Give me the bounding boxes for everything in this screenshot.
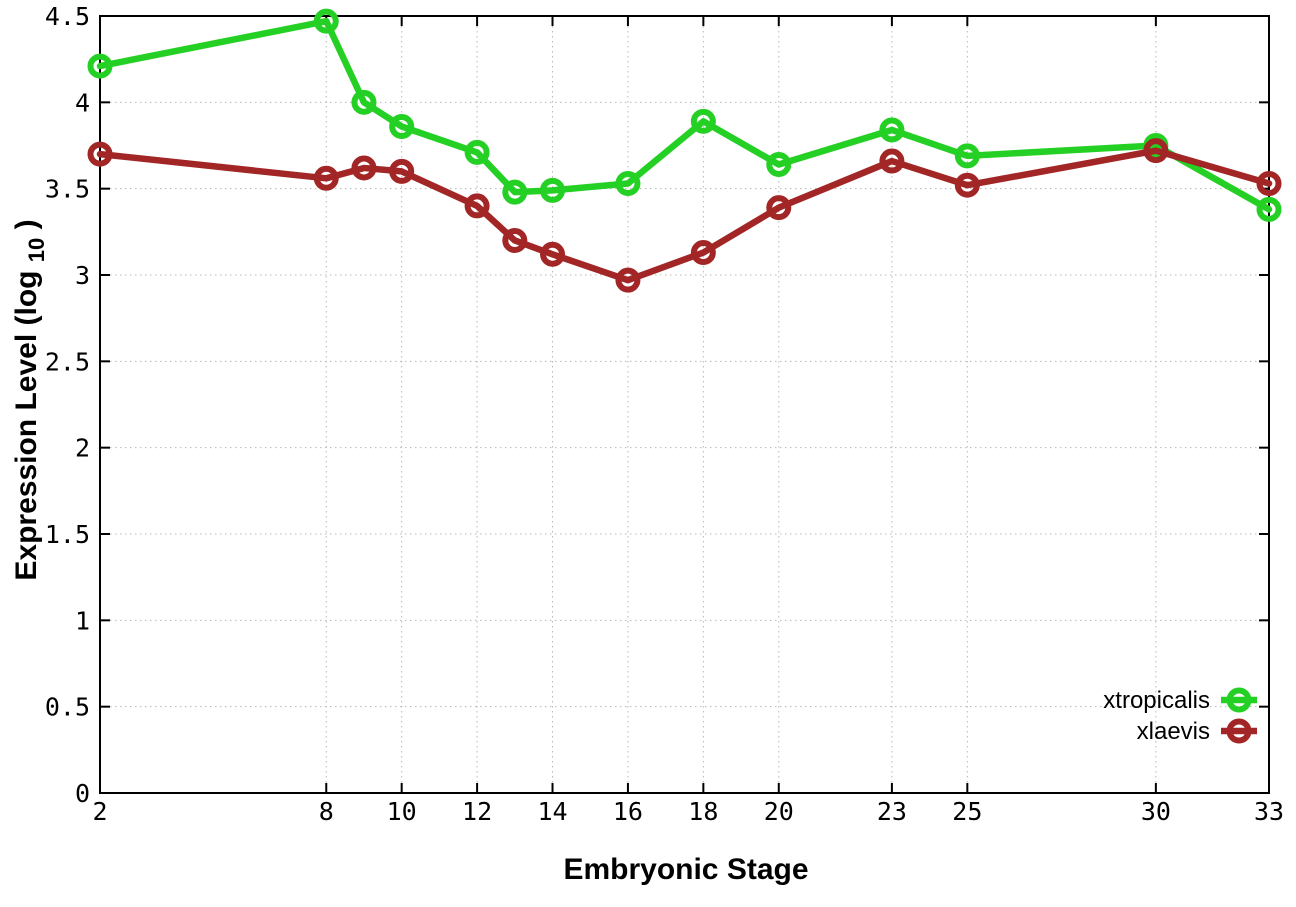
legend-marker-xtropicalis (1226, 687, 1252, 713)
y-tick-label: 4.5 (45, 2, 90, 31)
y-axis-title-main: Expression Level (log (10, 271, 43, 581)
y-axis-title-close: ) (10, 219, 43, 229)
data-point-xlaevis-14 (540, 241, 566, 267)
legend-label-xtropicalis: xtropicalis (1103, 687, 1210, 714)
data-point-xtropicalis-10 (389, 114, 415, 140)
data-point-xlaevis-12 (464, 193, 490, 219)
y-tick-label: 4 (75, 88, 90, 117)
data-point-xtropicalis-8 (313, 8, 339, 34)
y-tick-label: 2 (75, 434, 90, 463)
x-tick-label: 30 (1141, 797, 1171, 826)
y-tick-label: 0.5 (45, 693, 90, 722)
data-point-xlaevis-8 (313, 165, 339, 191)
data-point-xtropicalis-23 (879, 117, 905, 143)
y-tick-label: 3.5 (45, 175, 90, 204)
tick-labels: 2 8 10 12 14 16 18 20 23 25 30 33 0 0.5 1 1.5 2 2.5 3 3.5 4 4… (45, 2, 1284, 826)
data-point-xtropicalis-18 (690, 108, 716, 134)
data-point-xtropicalis-16 (615, 170, 641, 196)
y-tick-label: 2.5 (45, 347, 90, 376)
data-point-xlaevis-30 (1143, 138, 1169, 164)
x-tick-label: 10 (387, 797, 417, 826)
data-point-xlaevis-18 (690, 240, 716, 266)
data-point-xtropicalis-12 (464, 139, 490, 165)
data-point-xtropicalis-14 (540, 177, 566, 203)
x-tick-label: 33 (1254, 797, 1284, 826)
series-xtropicalis (87, 8, 1282, 222)
x-tick-label: 18 (688, 797, 718, 826)
x-tick-label: 23 (877, 797, 907, 826)
legend: xtropicalis xlaevis (1103, 687, 1257, 745)
x-tick-label: 16 (613, 797, 643, 826)
data-point-xlaevis-13 (502, 227, 528, 253)
data-series (87, 8, 1282, 293)
x-tick-label: 14 (537, 797, 567, 826)
y-axis-title-subscript: 10 (24, 238, 49, 262)
series-line-xtropicalis (96, 17, 1273, 213)
data-point-xlaevis-20 (766, 195, 792, 221)
x-tick-label: 20 (764, 797, 794, 826)
series-line-xlaevis (96, 147, 1273, 284)
y-tick-label: 0 (75, 779, 90, 808)
data-point-xtropicalis-25 (954, 143, 980, 169)
data-point-xlaevis-9 (351, 155, 377, 181)
data-point-xlaevis-25 (954, 172, 980, 198)
data-point-xlaevis-33 (1256, 170, 1282, 196)
data-point-xtropicalis-33 (1256, 196, 1282, 222)
data-point-xlaevis-16 (615, 267, 641, 293)
x-tick-label: 8 (319, 797, 334, 826)
data-point-xtropicalis-20 (766, 151, 792, 177)
y-tick-label: 1.5 (45, 520, 90, 549)
y-axis-title: Expression Level (log 10 ) (10, 219, 51, 580)
series-xlaevis (87, 138, 1282, 293)
x-tick-label: 25 (952, 797, 982, 826)
data-point-xtropicalis-2 (87, 53, 113, 79)
data-point-xlaevis-23 (879, 148, 905, 174)
legend-marker-xlaevis (1226, 718, 1252, 744)
y-tick-label: 1 (75, 606, 90, 635)
plot-border (99, 15, 1270, 794)
legend-label-xlaevis: xlaevis (1137, 718, 1210, 745)
x-tick-label: 2 (92, 797, 107, 826)
data-point-xlaevis-2 (87, 141, 113, 167)
axis-ticks (99, 15, 1270, 794)
data-point-xlaevis-10 (389, 158, 415, 184)
data-point-xtropicalis-13 (502, 179, 528, 205)
y-tick-label: 3 (75, 261, 90, 290)
data-point-xtropicalis-9 (351, 89, 377, 115)
x-axis-title: Embryonic Stage (563, 853, 808, 886)
x-tick-label: 12 (462, 797, 492, 826)
gridlines (99, 15, 1270, 794)
